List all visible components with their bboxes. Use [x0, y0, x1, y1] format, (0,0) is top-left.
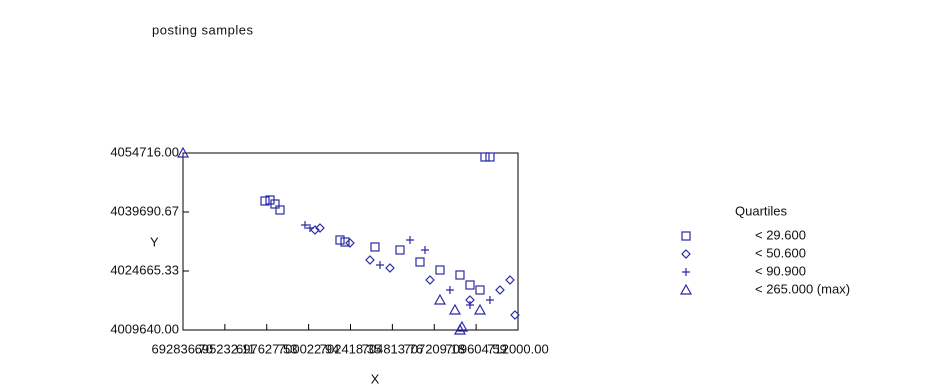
- legend-marker: [681, 249, 691, 259]
- point: [495, 285, 505, 295]
- x-tick-label: 712000.00: [487, 341, 548, 356]
- point: [473, 303, 486, 315]
- point: [305, 223, 314, 232]
- y-tick-label: 4039690.67: [110, 203, 179, 218]
- point: [510, 310, 520, 320]
- point: [425, 275, 435, 285]
- legend-marker: [679, 283, 693, 295]
- plot-frame: [182, 152, 519, 331]
- point: [475, 285, 485, 295]
- point: [345, 238, 355, 248]
- legend-title: Quartiles: [735, 203, 788, 218]
- legend-label: < 90.900: [755, 263, 806, 278]
- point: [270, 199, 280, 209]
- point: [480, 152, 490, 162]
- x-axis-label: X: [371, 371, 380, 386]
- x-tick-label: 695232.11: [195, 341, 256, 356]
- point: [385, 263, 395, 273]
- point: [176, 146, 190, 158]
- legend-marker: [681, 231, 691, 241]
- x-tick-label: 692836.70: [152, 341, 213, 356]
- point: [395, 245, 405, 255]
- point: [485, 152, 495, 162]
- point: [365, 255, 375, 265]
- point: [420, 245, 429, 254]
- point: [415, 257, 425, 267]
- point: [433, 293, 447, 305]
- point: [310, 225, 320, 235]
- legend-label: < 29.600: [755, 227, 806, 242]
- point: [465, 300, 474, 309]
- x-tick-label: 704813.76: [362, 341, 423, 356]
- legend-label: < 265.000 (max): [755, 281, 850, 296]
- point: [370, 242, 380, 252]
- legend-marker: [682, 268, 690, 276]
- point: [275, 205, 285, 215]
- chart-title: posting samples: [152, 22, 253, 37]
- point: [445, 285, 454, 294]
- y-tick-label: 4009640.00: [110, 321, 179, 336]
- point: [335, 235, 345, 245]
- point: [260, 196, 270, 206]
- x-tick-label: 709604.59: [445, 341, 506, 356]
- point: [505, 275, 515, 285]
- point: [455, 270, 465, 280]
- x-tick-label: 707209.18: [404, 341, 465, 356]
- point: [375, 260, 384, 269]
- y-tick-label: 4054716.00: [110, 144, 179, 159]
- point: [455, 320, 469, 332]
- point: [315, 223, 325, 233]
- point: [340, 237, 350, 247]
- x-tick-label: 700022.94: [278, 341, 339, 356]
- point: [465, 280, 475, 290]
- point: [405, 235, 414, 244]
- legend-label: < 50.600: [755, 245, 806, 260]
- point: [485, 295, 494, 304]
- y-tick-label: 4024665.33: [110, 262, 179, 277]
- y-axis-label: Y: [150, 234, 159, 249]
- x-tick-label: 697627.53: [236, 341, 297, 356]
- point: [300, 220, 309, 229]
- point: [448, 303, 461, 315]
- point: [435, 265, 445, 275]
- x-tick-label: 702418.35: [320, 341, 381, 356]
